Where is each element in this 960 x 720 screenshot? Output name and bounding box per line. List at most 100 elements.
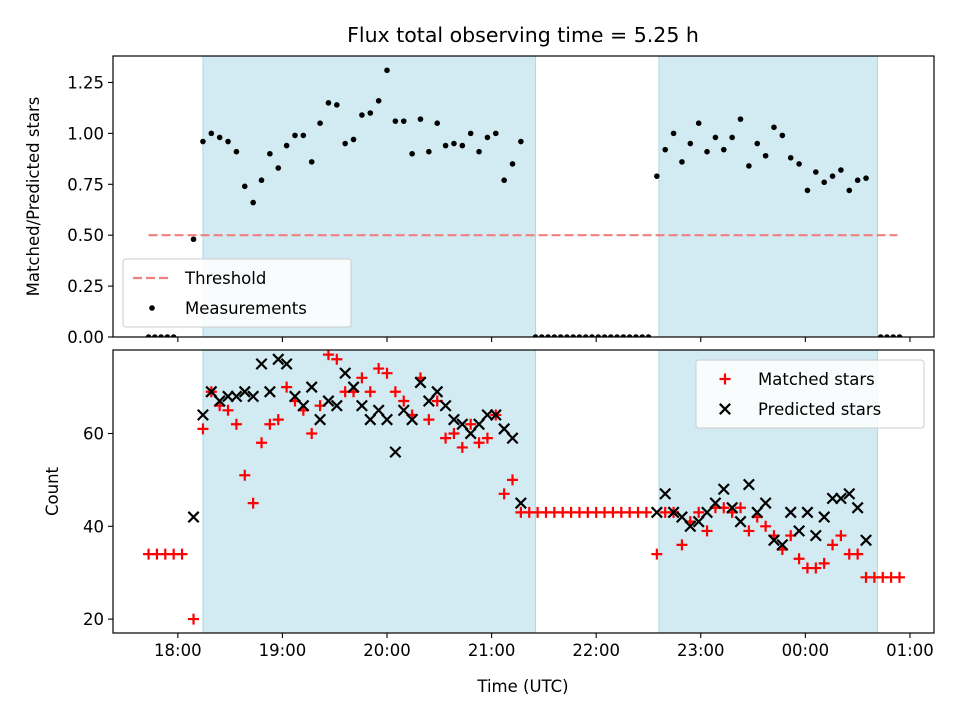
data-point (267, 150, 273, 157)
data-point (809, 529, 822, 542)
data-point (890, 334, 897, 337)
data-point (701, 506, 714, 519)
data-point (589, 334, 595, 337)
data-point (759, 497, 772, 510)
data-point (633, 334, 639, 337)
data-point (734, 515, 747, 528)
data-point (498, 488, 510, 500)
data-point (225, 138, 231, 145)
data-point (322, 350, 334, 361)
data-point (506, 432, 519, 445)
data-point (400, 118, 407, 124)
data-point (389, 446, 402, 459)
data-point (145, 334, 152, 337)
legend-box (695, 359, 925, 429)
y-tick-label: 1.00 (67, 124, 104, 143)
data-point (684, 520, 697, 533)
data-point (796, 161, 802, 167)
data-point (364, 386, 376, 398)
data-point (367, 110, 374, 116)
data-point (431, 385, 444, 398)
data-point (356, 372, 368, 384)
data-point (289, 390, 301, 403)
data-point (693, 506, 705, 518)
data-point (297, 399, 310, 412)
data-point (662, 146, 669, 153)
data-point (654, 173, 660, 179)
data-point (187, 511, 200, 523)
data-point (595, 334, 602, 337)
data-point (280, 357, 293, 370)
data-point (342, 140, 348, 147)
data-point (392, 118, 399, 124)
data-point (417, 116, 424, 122)
data-point (695, 120, 702, 126)
series-predicted-stars (187, 353, 872, 551)
data-point (498, 422, 511, 435)
data-point (704, 148, 710, 155)
data-point (264, 418, 276, 430)
data-point (300, 132, 307, 139)
data-point (743, 525, 755, 537)
data-point (701, 525, 713, 537)
y-tick-label: 1.25 (67, 73, 104, 92)
data-point (818, 511, 831, 523)
data-point (359, 112, 365, 118)
data-point (250, 199, 256, 206)
data-point (640, 506, 652, 518)
x-tick-label: 23:00 (677, 641, 725, 660)
data-point (447, 413, 460, 426)
data-point (507, 474, 519, 486)
data-point (247, 497, 259, 509)
data-point (239, 469, 251, 481)
data-point (190, 236, 197, 243)
data-point (373, 363, 385, 375)
data-point (601, 334, 608, 337)
y-tick-label: 60 (83, 425, 104, 444)
data-point (381, 367, 393, 379)
data-point (835, 530, 847, 542)
data-point (779, 132, 786, 139)
data-point (729, 134, 735, 141)
data-point (884, 334, 890, 337)
legend-symbol (149, 305, 155, 311)
data-point (804, 187, 811, 194)
data-point (241, 183, 248, 190)
ratio-axes-frame (112, 55, 935, 338)
y-tick-label: 0.00 (67, 328, 104, 347)
data-point (751, 506, 764, 519)
data-point (222, 404, 234, 416)
data-point (667, 506, 680, 519)
count-legend: Matched stars Predicted stars (695, 359, 925, 429)
data-point (364, 413, 377, 426)
legend-box (122, 258, 352, 328)
data-point (829, 173, 836, 179)
data-point (620, 334, 627, 337)
data-point (896, 334, 903, 337)
data-point (784, 506, 797, 519)
data-point (306, 428, 318, 440)
data-point (676, 539, 688, 551)
observing-window-2 (658, 56, 879, 337)
data-point (532, 334, 539, 337)
data-point (787, 155, 794, 161)
data-point (459, 142, 466, 149)
data-point (439, 399, 452, 412)
data-point (465, 418, 477, 430)
data-point (188, 613, 200, 625)
data-point (317, 120, 323, 126)
data-point (564, 334, 570, 337)
data-point (776, 538, 789, 551)
x-tick-label: 21:00 (468, 641, 516, 660)
data-point (626, 334, 633, 337)
data-point (339, 367, 352, 380)
data-point (397, 404, 410, 417)
series-measurements (145, 67, 903, 337)
data-point (481, 432, 493, 444)
data-point (484, 134, 491, 141)
data-point (679, 159, 685, 165)
data-point (692, 515, 705, 528)
data-point (464, 427, 477, 440)
data-point (846, 187, 853, 194)
data-point (863, 175, 869, 181)
